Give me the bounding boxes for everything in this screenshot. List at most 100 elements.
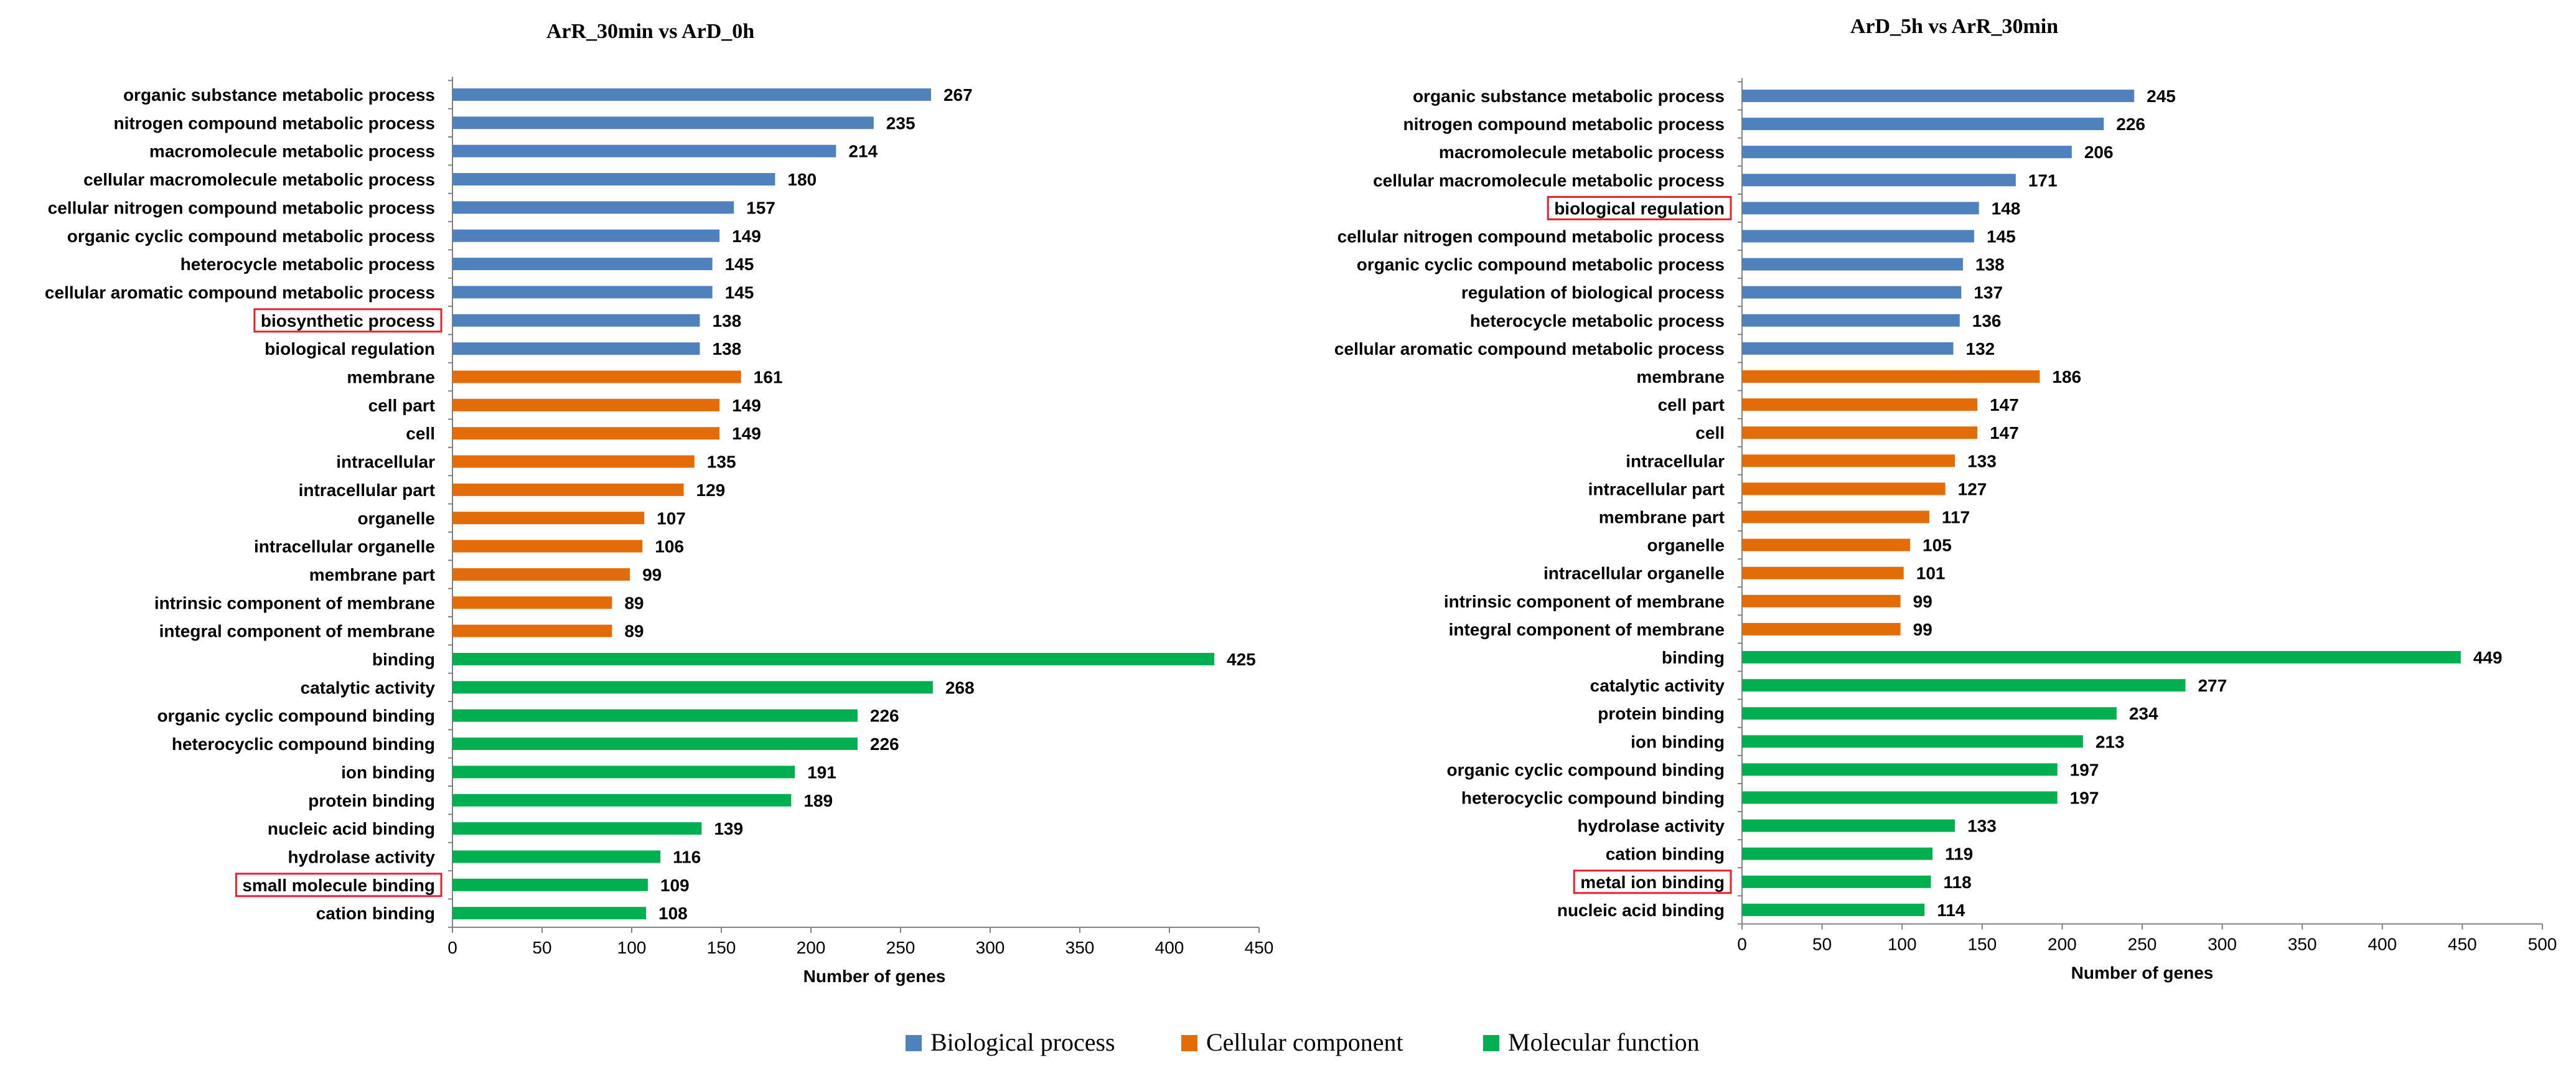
value-label: 226 <box>870 734 899 754</box>
highlight-box <box>1573 869 1732 894</box>
bar-organelle <box>1742 538 1911 551</box>
value-label: 89 <box>624 622 644 641</box>
bar-cell-part <box>1742 398 1978 411</box>
bar-integral-component-of-membrane <box>1742 622 1901 635</box>
legend-swatch-molecular-function <box>1483 1035 1499 1051</box>
value-label: 116 <box>673 847 701 866</box>
category-label: heterocyclic compound binding <box>172 734 435 754</box>
highlight-box <box>253 308 443 333</box>
category-label: membrane part <box>1599 508 1725 527</box>
category-label: membrane <box>347 368 435 387</box>
bar-nucleic-acid-binding <box>452 822 702 835</box>
bar-membrane-part <box>452 568 630 581</box>
bar-intrinsic-component-of-membrane <box>452 596 612 609</box>
value-label: 171 <box>2028 171 2058 190</box>
category-label: hydrolase activity <box>288 847 435 866</box>
bar-binding <box>452 653 1214 665</box>
bar-metal-ion-binding <box>1742 875 1931 888</box>
bar-cellular-macromolecule-metabolic-process <box>452 173 775 186</box>
legend: Biological process Cellular component Mole… <box>906 1028 1700 1056</box>
value-label: 148 <box>1992 199 2021 218</box>
bar-intrinsic-component-of-membrane <box>1742 594 1901 607</box>
bar-nitrogen-compound-metabolic-process <box>452 116 874 129</box>
x-tick-label: 100 <box>1888 934 1917 954</box>
x-tick-label: 400 <box>2368 934 2397 954</box>
bar-cellular-nitrogen-compound-metabolic-process <box>1742 230 1974 243</box>
bar-integral-component-of-membrane <box>452 624 612 637</box>
category-label: small molecule binding <box>242 876 435 895</box>
value-label: 234 <box>2129 704 2158 723</box>
value-label: 114 <box>1937 901 1965 920</box>
value-label: 101 <box>1916 564 1946 583</box>
bar-intracellular-part <box>1742 482 1946 495</box>
bar-biological-regulation <box>452 342 700 355</box>
x-tick-label: 150 <box>1967 934 1997 954</box>
bar-nitrogen-compound-metabolic-process <box>1742 118 2104 131</box>
bar-protein-binding <box>1742 707 2117 720</box>
bar-cell-part <box>452 398 720 411</box>
x-tick-label: 200 <box>797 938 826 957</box>
bar-intracellular <box>452 455 695 468</box>
bar-binding <box>1742 651 2461 663</box>
bar-cellular-aromatic-compound-metabolic-process <box>1742 342 1954 355</box>
bar-biological-regulation <box>1742 202 1979 215</box>
value-label: 118 <box>1943 873 1971 892</box>
category-label: cation binding <box>316 904 435 923</box>
bar-regulation-of-biological-process <box>1742 286 1962 299</box>
category-label: intracellular part <box>1588 479 1725 499</box>
bar-heterocyclic-compound-binding <box>1742 791 2058 804</box>
category-label: metal ion binding <box>1580 873 1725 892</box>
bar-cellular-nitrogen-compound-metabolic-process <box>452 201 734 214</box>
legend-swatch-biological-process <box>906 1035 922 1051</box>
bar-catalytic-activity <box>452 681 933 694</box>
value-label: 127 <box>1958 479 1987 499</box>
category-label: intracellular <box>336 452 435 472</box>
bar-cation-binding <box>452 907 647 920</box>
value-label: 161 <box>754 368 783 387</box>
value-label: 189 <box>803 791 833 810</box>
category-label: catalytic activity <box>1590 676 1725 695</box>
category-label: nucleic acid binding <box>1557 901 1725 920</box>
bar-ion-binding <box>452 766 795 779</box>
category-label: biological regulation <box>1554 199 1725 218</box>
value-label: 235 <box>886 113 916 133</box>
category-label: catalytic activity <box>301 678 436 697</box>
bar-cellular-macromolecule-metabolic-process <box>1742 174 2016 187</box>
category-label: cellular nitrogen compound metabolic pro… <box>48 198 435 217</box>
category-label: cellular aromatic compound metabolic pro… <box>1334 339 1725 358</box>
legend-label-molecular-function: Molecular function <box>1508 1028 1700 1056</box>
category-label: cellular aromatic compound metabolic pro… <box>45 283 435 302</box>
bar-intracellular-part <box>452 483 684 496</box>
value-label: 149 <box>732 396 761 415</box>
bar-intracellular-organelle <box>452 540 643 553</box>
bar-intracellular <box>1742 454 1955 467</box>
category-label: macromolecule metabolic process <box>149 142 435 161</box>
bar-organelle <box>452 512 645 525</box>
value-label: 138 <box>712 311 741 330</box>
bar-organic-substance-metabolic-process <box>452 88 931 101</box>
category-label: nucleic acid binding <box>268 819 435 838</box>
value-label: 137 <box>1974 283 2003 302</box>
value-label: 99 <box>1913 620 1932 639</box>
category-label: intrinsic component of membrane <box>1444 592 1725 611</box>
bar-catalytic-activity <box>1742 679 2186 692</box>
category-label: cellular macromolecule metabolic process <box>1373 171 1725 190</box>
x-tick-label: 300 <box>976 938 1005 957</box>
value-label: 145 <box>725 283 754 302</box>
value-label: 197 <box>2070 760 2099 779</box>
x-tick-label: 200 <box>2048 934 2077 954</box>
x-tick-label: 250 <box>2128 934 2157 954</box>
x-tick-label: 100 <box>617 938 647 957</box>
legend-label-cellular-component: Cellular component <box>1206 1028 1403 1056</box>
bar-membrane <box>452 370 741 383</box>
category-label: intracellular organelle <box>254 537 435 556</box>
category-label: cell part <box>1658 395 1725 415</box>
value-label: 147 <box>1990 423 2019 443</box>
category-label: organic substance metabolic process <box>123 85 435 105</box>
category-label: intracellular <box>1626 451 1725 471</box>
x-tick-label: 150 <box>707 938 736 957</box>
category-label: integral component of membrane <box>159 622 435 641</box>
value-label: 145 <box>1987 227 2016 246</box>
bar-cation-binding <box>1742 847 1933 860</box>
x-axis-label: Number of genes <box>2071 963 2214 982</box>
